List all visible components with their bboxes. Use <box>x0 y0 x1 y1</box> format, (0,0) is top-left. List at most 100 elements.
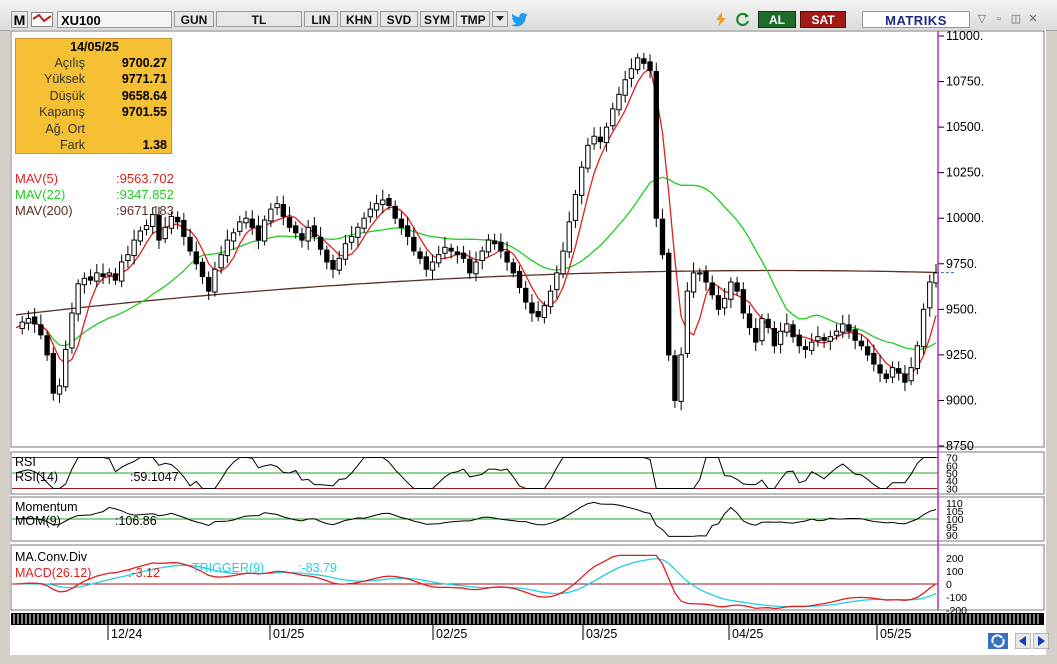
matriks-logo-m[interactable]: M <box>11 11 28 28</box>
candle-body <box>404 225 411 237</box>
candle-body <box>436 254 442 264</box>
buy-button[interactable]: AL <box>758 11 796 28</box>
candle-body <box>274 203 280 209</box>
candle-body <box>373 203 380 211</box>
candle-body <box>355 226 361 238</box>
scroll-right-icon[interactable] <box>1032 632 1050 650</box>
minimize-icon[interactable]: ▫ <box>997 13 1001 25</box>
brand-logo: MATRIKS <box>862 11 970 28</box>
maximize-icon[interactable]: ◫ <box>1010 13 1022 25</box>
candles <box>19 52 939 411</box>
candle-body <box>491 240 498 245</box>
chevron-down-icon[interactable] <box>492 11 508 27</box>
rsi-title: RSI <box>15 455 36 469</box>
trigger-label: TRIGGER(9):-83.79 <box>192 561 337 575</box>
candle-body <box>833 330 840 336</box>
price-tick-label: 10500. <box>946 120 984 134</box>
candle-body <box>280 204 286 217</box>
candle-body <box>87 276 94 281</box>
candle-body <box>777 330 784 345</box>
macd-pane-frame <box>10 544 1045 611</box>
price-tick-label: 9000. <box>946 393 977 407</box>
symbol-field[interactable]: XU100 <box>57 11 172 28</box>
svd-button[interactable]: SVD <box>380 11 418 27</box>
candle-body <box>212 268 218 293</box>
candle-body <box>336 257 342 271</box>
candle-body <box>162 226 168 240</box>
candle-body <box>920 308 927 348</box>
candle-body <box>423 256 429 270</box>
candle-body <box>38 324 44 336</box>
price-tick-label: 10750. <box>946 75 984 89</box>
info-row-low: Düşük 9658.64 <box>49 89 167 103</box>
candle-body <box>771 327 778 347</box>
candle-body <box>765 318 771 329</box>
candle-body <box>753 327 759 343</box>
candle-body <box>641 58 647 64</box>
toolbar: M XU100 GUN TL LIN KHN SVD SYM TMP AL SA… <box>0 0 1057 31</box>
period-button[interactable]: GUN <box>174 11 214 27</box>
tmp-button[interactable]: TMP <box>456 11 490 27</box>
flag-icon[interactable] <box>31 12 53 27</box>
candle-body <box>659 218 666 256</box>
candle-body <box>721 297 728 309</box>
candle-body <box>342 243 349 260</box>
macd-tick-label: 200 <box>946 553 964 565</box>
lightning-icon[interactable] <box>713 12 729 27</box>
chart-area[interactable] <box>10 30 1046 655</box>
x-tick-label: 03/25 <box>586 627 617 641</box>
candle-body <box>454 251 461 256</box>
main-pane-frame <box>10 30 1045 448</box>
scroll-left-icon[interactable] <box>1014 632 1032 650</box>
close-icon[interactable]: ✕ <box>1028 13 1038 25</box>
candle-body <box>181 219 187 237</box>
mav5-label: MAV(5):9563.702 <box>15 171 174 186</box>
candle-body <box>535 311 541 318</box>
info-row-high: Yüksek 9771.71 <box>44 72 167 86</box>
twitter-icon[interactable] <box>511 12 529 27</box>
khn-button[interactable]: KHN <box>340 11 378 27</box>
candle-body <box>684 290 691 354</box>
sell-button[interactable]: SAT <box>800 11 846 28</box>
candle-body <box>137 230 144 242</box>
candle-body <box>908 367 914 382</box>
candle-body <box>473 261 479 275</box>
price-tick-label: 9750. <box>946 257 977 271</box>
candle-body <box>498 241 504 252</box>
mom-line <box>15 501 937 537</box>
scale-button[interactable]: LIN <box>304 11 338 27</box>
candle-body <box>728 281 734 300</box>
sync-icon[interactable] <box>988 633 1008 649</box>
candle-body <box>19 321 25 329</box>
candle-body <box>827 336 833 342</box>
candle-body <box>672 355 678 401</box>
mav200-label: MAV(200):9671.183 <box>15 203 174 218</box>
candle-body <box>467 258 473 274</box>
currency-button[interactable]: TL <box>216 11 302 27</box>
candle-body <box>485 239 492 253</box>
candle-body <box>100 273 106 278</box>
candle-body <box>653 71 659 219</box>
candle-body <box>417 251 423 259</box>
candle-body <box>25 317 32 324</box>
dropdown-icon[interactable]: ▽ <box>977 13 987 25</box>
candle-body <box>330 259 336 270</box>
sym-button[interactable]: SYM <box>420 11 454 27</box>
rsi-pane-frame <box>10 451 1045 495</box>
candle-body <box>206 276 212 292</box>
candle-body <box>44 335 50 356</box>
candle-body <box>261 219 268 242</box>
mom-pane-frame <box>10 496 1045 542</box>
mom-title: Momentum <box>15 500 78 514</box>
candle-body <box>796 334 802 347</box>
candle-body <box>31 316 38 325</box>
refresh-icon[interactable] <box>735 12 751 27</box>
candle-body <box>143 225 150 231</box>
candle-body <box>864 346 871 356</box>
candle-body <box>846 324 852 332</box>
candle-body <box>243 217 249 224</box>
candle-body <box>150 214 156 227</box>
candle-body <box>610 108 616 127</box>
